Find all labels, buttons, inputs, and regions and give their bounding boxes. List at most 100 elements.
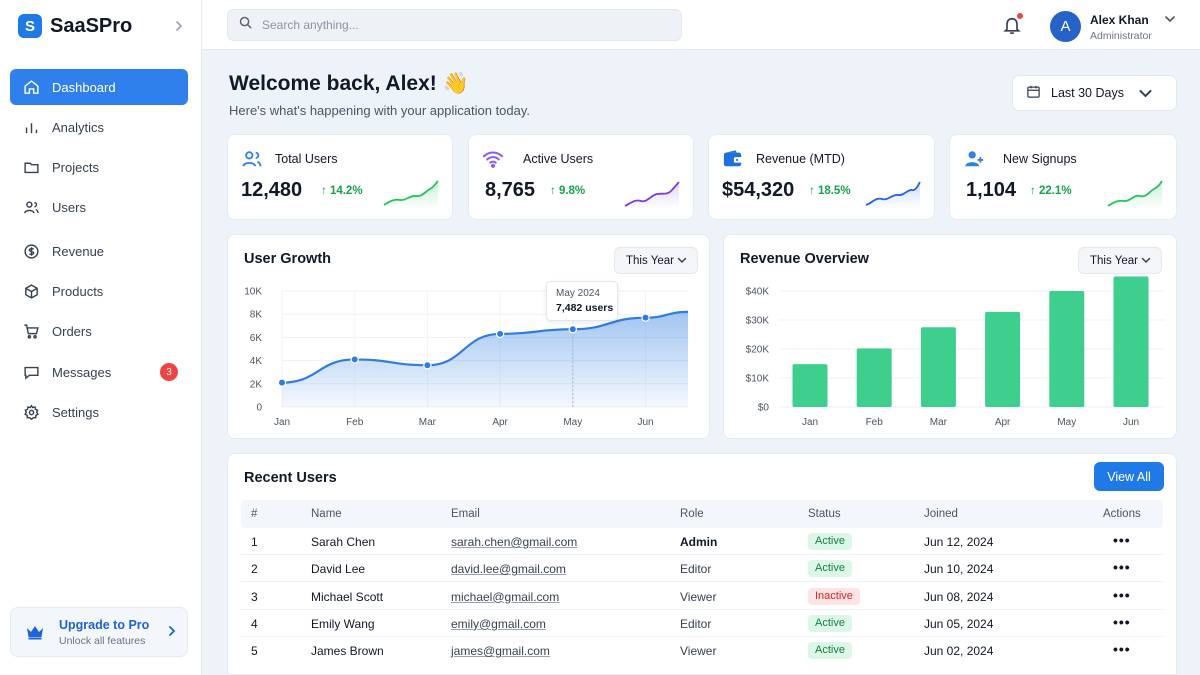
chevron-right-icon[interactable] <box>170 16 188 36</box>
email-link[interactable]: michael@gmail.com <box>451 589 560 604</box>
role-cell: Admin <box>680 535 718 549</box>
email-link[interactable]: sarah.chen@gmail.com <box>451 535 578 549</box>
role-cell: Editor <box>680 616 712 631</box>
stat-label: Active Users <box>523 152 594 166</box>
x-tick-label: Mar <box>930 417 948 428</box>
sparkline <box>1107 180 1163 209</box>
data-point[interactable] <box>495 329 505 339</box>
data-point[interactable] <box>641 313 650 322</box>
email-link[interactable]: james@gmail.com <box>451 644 550 659</box>
calendar-icon <box>1026 84 1051 102</box>
user-growth-title: User Growth <box>244 251 332 267</box>
data-point[interactable] <box>568 325 577 334</box>
bar[interactable] <box>1049 291 1085 407</box>
cart-icon <box>22 322 40 340</box>
chevron-down-icon[interactable] <box>1164 14 1176 27</box>
more-actions-icon[interactable]: ••• <box>1113 532 1131 548</box>
joined-cell: Jun 10, 2024 <box>924 562 994 577</box>
bar[interactable] <box>856 348 892 407</box>
user-name[interactable]: Alex Khan <box>1090 13 1149 27</box>
search-input[interactable] <box>262 18 662 32</box>
sidebar-item-settings[interactable]: Settings <box>10 394 188 430</box>
column-header: # <box>251 508 258 520</box>
brand[interactable]: S SaaSPro <box>18 14 132 38</box>
series-area <box>282 311 688 407</box>
more-actions-icon[interactable]: ••• <box>1113 641 1131 658</box>
stat-card-active-users[interactable]: Active Users 8,765 ↑ 9.8% <box>468 134 694 220</box>
more-actions-icon[interactable]: ••• <box>1113 613 1131 630</box>
column-header[interactable]: Name <box>311 508 342 520</box>
data-point[interactable] <box>423 361 432 370</box>
table-row[interactable]: 3 Michael Scott michael@gmail.com Viewer Ina… <box>241 583 1163 610</box>
bar[interactable] <box>985 311 1021 407</box>
sidebar-item-label: Products <box>52 283 104 299</box>
more-actions-icon[interactable]: ••• <box>1113 559 1131 576</box>
row-number: 2 <box>251 562 258 577</box>
search-box[interactable] <box>227 9 682 41</box>
chevron-down-icon <box>677 254 687 269</box>
chevron-down-icon <box>1138 86 1163 104</box>
y-tick-label: $10K <box>746 374 770 385</box>
sidebar-item-dashboard[interactable]: Dashboard <box>10 69 188 105</box>
upgrade-subtitle: Unlock all features <box>59 634 146 647</box>
tooltip-month: May 2024 <box>556 288 600 299</box>
column-header[interactable]: Role <box>680 508 704 520</box>
sparkline <box>865 181 921 209</box>
column-header[interactable]: Joined <box>924 508 958 520</box>
sidebar-item-users[interactable]: Users <box>10 189 188 225</box>
stat-card-new-signups[interactable]: New Signups 1,104 ↑ 22.1% <box>949 134 1177 220</box>
table-row[interactable]: 1 Sarah Chen sarah.chen@gmail.com Admin Acti… <box>241 528 1163 555</box>
table-row[interactable]: 2 David Lee david.lee@gmail.com Editor Activ… <box>241 555 1163 583</box>
revenue-period-select[interactable]: This Year <box>1078 247 1162 274</box>
sidebar-item-products[interactable]: Products <box>10 273 188 309</box>
bell-icon[interactable] <box>1002 14 1022 36</box>
stat-label: Total Users <box>275 152 338 166</box>
data-point[interactable] <box>350 355 359 364</box>
y-tick-label: $0 <box>758 403 770 414</box>
sidebar-item-orders[interactable]: Orders <box>10 313 188 349</box>
user-growth-card: User Growth This Year 0 2K 4K 6K 8K 10K Jan Feb… <box>227 234 710 439</box>
view-all-button[interactable]: View All <box>1094 462 1164 491</box>
upgrade-title: Upgrade to Pro <box>59 617 150 632</box>
sidebar-item-label: Analytics <box>52 119 105 135</box>
more-actions-icon[interactable]: ••• <box>1113 586 1131 603</box>
data-point[interactable] <box>277 378 287 387</box>
stat-card-total-users[interactable]: Total Users 12,480 ↑ 14.2% <box>227 134 453 220</box>
box-icon <box>22 282 40 300</box>
sidebar-item-revenue[interactable]: Revenue <box>10 233 188 269</box>
period-label: This Year <box>1090 254 1138 267</box>
email-link[interactable]: emily@gmail.com <box>451 616 546 631</box>
status-badge: Inactive <box>808 587 860 605</box>
user-name-cell: David Lee <box>311 562 366 577</box>
date-range-label: Last 30 Days <box>1051 86 1124 100</box>
bar[interactable] <box>920 327 956 407</box>
user-name-cell: Emily Wang <box>311 616 375 631</box>
joined-cell: Jun 08, 2024 <box>924 589 994 604</box>
home-icon <box>22 78 40 96</box>
user-role: Administrator <box>1090 30 1152 42</box>
sidebar-item-projects[interactable]: Projects <box>10 149 188 185</box>
table-row[interactable]: 5 James Brown james@gmail.com Viewer Active J… <box>241 637 1163 664</box>
bar[interactable] <box>792 364 828 407</box>
joined-cell: Jun 05, 2024 <box>924 616 994 631</box>
y-tick-label: 0 <box>256 403 262 414</box>
email-link[interactable]: david.lee@gmail.com <box>451 562 566 577</box>
upgrade-card[interactable]: Upgrade to Pro Unlock all features <box>10 607 188 657</box>
date-range-select[interactable]: Last 30 Days <box>1012 75 1177 111</box>
column-header[interactable]: Email <box>451 508 480 520</box>
x-tick-label: Feb <box>346 417 364 428</box>
sidebar: S SaaSPro Dashboard Analytics Projects U… <box>0 0 202 675</box>
sidebar-item-messages[interactable]: Messages 3 <box>10 354 188 390</box>
table-row[interactable]: 4 Emily Wang emily@gmail.com Editor Active Ju… <box>241 610 1163 637</box>
avatar[interactable]: A <box>1050 11 1081 42</box>
row-number: 3 <box>251 589 258 604</box>
sidebar-item-analytics[interactable]: Analytics <box>10 109 188 145</box>
bar[interactable] <box>1113 276 1149 408</box>
x-tick-label: Jun <box>1123 417 1139 428</box>
recent-users-title: Recent Users <box>244 470 337 486</box>
stat-card-revenue[interactable]: Revenue (MTD) $54,320 ↑ 18.5% <box>708 134 935 220</box>
x-tick-label: Jan <box>802 417 818 428</box>
user-growth-period-select[interactable]: This Year <box>614 247 698 274</box>
column-header[interactable]: Status <box>808 508 841 520</box>
user-name-cell: James Brown <box>311 644 384 659</box>
